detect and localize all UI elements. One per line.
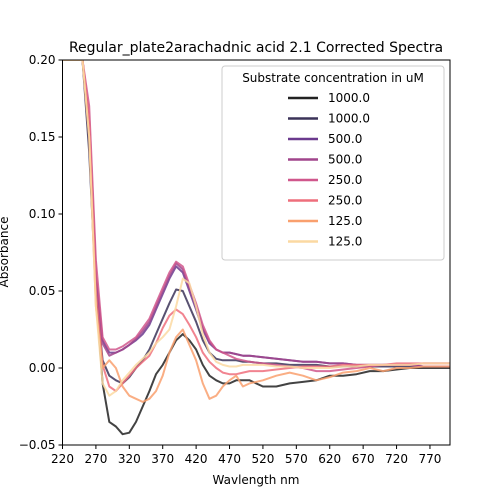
y-tick-label: 0.05 — [29, 284, 56, 298]
x-tick-label: 670 — [352, 452, 375, 466]
legend-label: 125.0 — [328, 214, 362, 228]
x-tick-label: 470 — [218, 452, 241, 466]
legend-label: 250.0 — [328, 173, 362, 187]
x-tick-label: 370 — [151, 452, 174, 466]
x-tick-label: 570 — [285, 452, 308, 466]
legend-label: 500.0 — [328, 153, 362, 167]
legend-title: Substrate concentration in uM — [242, 71, 424, 85]
x-tick-label: 720 — [385, 452, 408, 466]
x-tick-label: 620 — [318, 452, 341, 466]
legend-label: 1000.0 — [328, 112, 370, 126]
y-tick-label: 0.15 — [29, 130, 56, 144]
y-tick-label: 0.00 — [29, 361, 56, 375]
x-tick-label: 320 — [118, 452, 141, 466]
y-tick-label: −0.05 — [19, 438, 56, 452]
x-tick-label: 420 — [185, 452, 208, 466]
chart-title: Regular_plate2arachadnic acid 2.1 Correc… — [69, 40, 443, 56]
y-axis-label: Absorbance — [0, 217, 11, 288]
x-axis: 220 270 320 370 420 470 520 570 620 670 720 770 — [51, 445, 441, 466]
x-axis-label: Wavlength nm — [213, 473, 300, 487]
legend: Substrate concentration in uM 1000.0 1000… — [222, 66, 444, 260]
legend-label: 125.0 — [328, 235, 362, 249]
x-tick-label: 770 — [419, 452, 442, 466]
x-tick-label: 520 — [251, 452, 274, 466]
legend-label: 250.0 — [328, 194, 362, 208]
legend-label: 1000.0 — [328, 91, 370, 105]
x-tick-label: 220 — [51, 452, 74, 466]
y-axis: −0.05 0.00 0.05 0.10 0.15 0.20 — [19, 53, 63, 452]
y-tick-label: 0.10 — [29, 207, 56, 221]
legend-label: 500.0 — [328, 132, 362, 146]
x-tick-label: 270 — [84, 452, 107, 466]
y-tick-label: 0.20 — [29, 53, 56, 67]
